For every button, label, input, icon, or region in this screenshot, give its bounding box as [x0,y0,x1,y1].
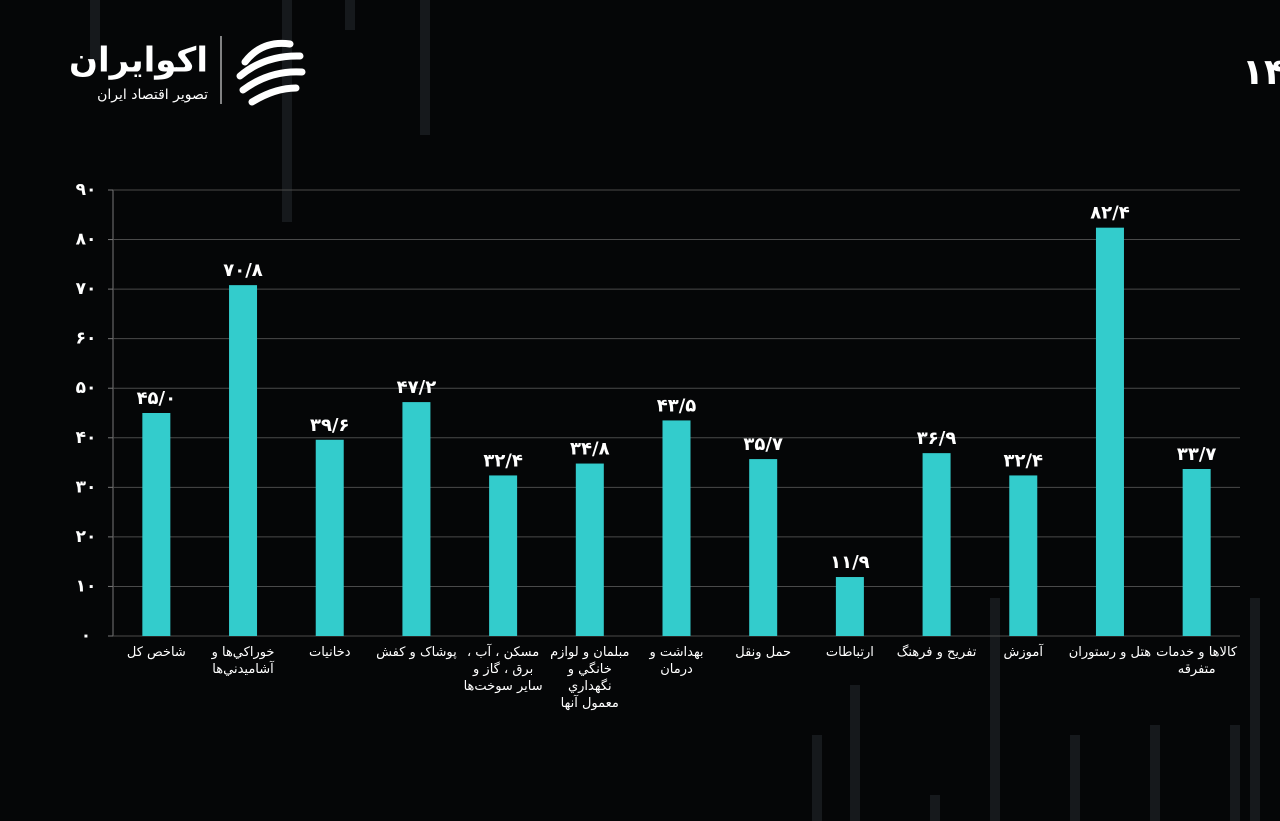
bar [749,459,778,636]
bar [922,453,951,636]
value-label: ۳۶/۹ [917,428,957,449]
x-tick-label: حمل ونقل [735,645,792,660]
value-label: ۴۳/۵ [657,395,697,416]
y-tick-label: ۸۰ [76,230,97,250]
x-tick-label: پوشاک و کفش [376,645,457,660]
x-tick-label: دخانیات [308,645,351,660]
y-tick-label: ۷۰ [76,279,97,299]
bar [229,285,258,636]
x-tick-label: بهداشت و درمان [649,645,704,677]
value-label: ۳۴/۸ [570,439,610,460]
y-tick-label: ۶۰ [76,329,97,349]
y-tick-label: ۰ [81,626,91,646]
logo-icon [236,39,306,106]
value-label: ۳۲/۴ [483,450,523,471]
x-tick-label: هتل و رستوران [1068,645,1152,660]
bar [315,439,344,636]
value-label: ۳۹/۶ [310,415,350,436]
x-tick-label: تفریح و فرهنگ [896,645,977,660]
bar [662,420,691,636]
background-decoration [90,0,1260,821]
x-tick-label: کالاها و خدمات متفرقه [1156,645,1238,677]
value-label: ۸۲/۴ [1090,203,1130,224]
y-tick-label: ۲۰ [76,527,97,547]
bar [575,463,604,636]
y-tick-label: ۳۰ [76,477,97,497]
bar [835,577,864,636]
y-tick-label: ۴۰ [76,428,97,448]
bar [489,475,518,636]
brand-tagline: تصویر اقتصاد ایران [97,87,208,103]
bar [1009,475,1038,636]
value-label: ۳۵/۷ [743,434,783,455]
value-label: ۳۲/۴ [1003,450,1043,471]
bar [1182,468,1211,636]
x-tick-label: آموزش [1003,645,1043,660]
x-tick-label: ارتباطات [825,645,874,660]
bar [1095,227,1124,636]
value-label: ۴۷/۲ [397,377,437,398]
value-label: ۱۱/۹ [830,552,870,573]
x-tick-label: مبلمان و لوازم خانگي و نگهداري معمول آنه… [550,645,630,711]
x-tick-label: خوراکي‌ها و آشاميدني‌ها [211,645,275,677]
x-tick-label: شاخص کل [126,645,186,660]
bar [142,413,171,636]
y-tick-label: ۹۰ [76,180,97,200]
y-tick-label: ۱۰ [76,576,97,596]
value-label: ۳۳/۷ [1177,444,1217,465]
x-tick-label: مسکن ، آب ، برق ، گاز و سایر سوخت‌ها [463,645,543,694]
value-label: ۷۰/۸ [223,260,263,281]
bar [402,402,431,636]
value-label: ۴۵/۰ [137,388,177,409]
brand-name: اکوایران [69,41,208,81]
y-tick-label: ۵۰ [76,378,97,398]
